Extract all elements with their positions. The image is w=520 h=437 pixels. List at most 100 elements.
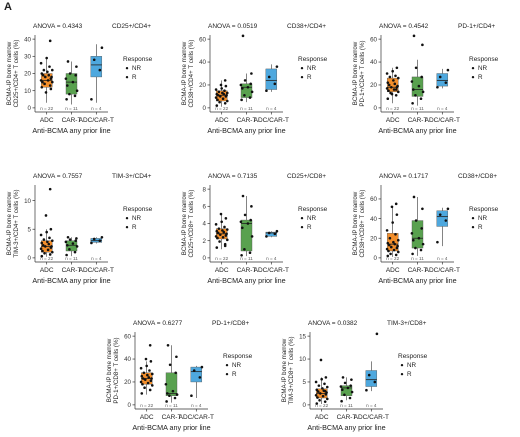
y-tick-label: 20	[24, 71, 31, 78]
x-tick-label: ADC/CAR-T	[79, 117, 114, 124]
legend-marker	[300, 75, 304, 79]
data-point	[392, 79, 395, 82]
x-tick-label: ADC/CAR-T	[179, 414, 214, 421]
y-tick-label: 0	[128, 402, 132, 409]
data-point	[68, 92, 71, 96]
x-tick-label: ADC	[315, 414, 329, 421]
legend-marker	[300, 225, 304, 229]
data-point	[215, 92, 219, 96]
anova-label: ANOVA = 0.0382	[308, 320, 358, 327]
data-point	[92, 58, 96, 62]
data-point	[396, 244, 399, 248]
data-point	[217, 227, 221, 230]
data-point	[98, 68, 102, 72]
n-label: n = 4	[266, 106, 277, 111]
x-tick-label: ADC/CAR-T	[254, 117, 289, 124]
n-label: n = 11	[240, 256, 253, 261]
data-point	[246, 85, 250, 89]
data-point	[444, 219, 448, 222]
data-point	[68, 72, 72, 75]
data-point	[410, 80, 414, 83]
anova-label: ANOVA = 0.4542	[379, 23, 429, 30]
x-tick-label: ADC	[140, 414, 154, 421]
data-point	[318, 398, 321, 402]
y-tick-label: 5	[303, 379, 307, 386]
data-point	[74, 73, 77, 77]
data-point	[149, 379, 153, 383]
data-point	[43, 245, 47, 248]
data-point	[173, 396, 177, 400]
y-axis-label-line: PD-1+/CD8+ T cells (%)	[113, 337, 120, 403]
data-point	[250, 72, 253, 75]
data-point	[166, 343, 170, 347]
data-point	[43, 75, 47, 79]
data-point	[225, 238, 229, 242]
legend-title: Response	[123, 56, 153, 63]
data-point	[50, 250, 54, 254]
data-point	[48, 39, 52, 43]
y-tick-label: 0	[28, 255, 32, 262]
data-point	[39, 233, 43, 237]
data-point	[220, 87, 223, 90]
data-point	[321, 387, 324, 390]
data-point	[75, 65, 78, 68]
data-point	[411, 101, 414, 105]
box	[265, 68, 278, 90]
n-label: n = 22	[215, 256, 228, 261]
data-point	[39, 79, 43, 82]
data-point	[50, 80, 54, 84]
data-point	[417, 236, 421, 240]
data-point	[215, 104, 219, 107]
x-tick-label: CAR-T	[237, 117, 257, 124]
y-tick-label: 15	[299, 333, 306, 340]
x-axis-label: Anti-BCMA any prior line	[207, 126, 285, 135]
data-point	[249, 82, 252, 86]
y-tick-label: 60	[199, 36, 206, 43]
x-tick-label: ADC/CAR-T	[354, 414, 389, 421]
data-point	[43, 251, 46, 255]
data-point	[90, 97, 93, 101]
legend-item: NR	[478, 65, 488, 72]
subplot: ANOVA = 0.0382 TIM-3+/CD8+ 0 5 10 15 BCMA-IP b…	[281, 320, 428, 432]
data-point	[250, 205, 253, 208]
x-tick-label: CAR-T	[237, 267, 257, 274]
data-point	[390, 205, 394, 209]
data-point	[145, 364, 148, 368]
legend-item: R	[478, 224, 483, 231]
data-point	[316, 390, 320, 393]
data-point	[323, 382, 326, 386]
box	[411, 220, 424, 249]
y-tick-label: 5	[28, 226, 32, 233]
data-point	[44, 214, 48, 217]
n-label: n = 22	[140, 403, 153, 408]
data-point	[323, 389, 327, 393]
data-point	[225, 93, 228, 97]
data-point	[323, 400, 327, 403]
data-point	[389, 252, 392, 256]
data-point	[39, 247, 43, 251]
data-point	[216, 231, 220, 235]
y-axis-label: BCMA-IP bone marrowCD38+/CD8+ T cells (%…	[352, 190, 366, 258]
data-point	[319, 358, 323, 362]
data-point	[217, 90, 221, 94]
data-point	[414, 219, 418, 222]
y-axis-label-line: TIM-3+/CD4+ T cells (%)	[13, 189, 20, 257]
data-point	[221, 235, 225, 239]
data-point	[225, 91, 229, 95]
data-point	[48, 84, 52, 87]
box	[265, 231, 278, 237]
data-point	[436, 240, 439, 244]
data-point	[240, 253, 243, 257]
y-axis-label: BCMA-IP bone marrowCD25+/CD8+ T cells (%…	[181, 190, 195, 258]
data-point	[389, 85, 393, 89]
data-point	[48, 187, 52, 191]
n-label: n = 22	[40, 256, 53, 261]
data-point	[175, 355, 178, 359]
data-point	[50, 68, 54, 72]
subplot-title: CD38+/CD8+	[458, 173, 497, 180]
data-point	[248, 96, 252, 99]
subplot-title: CD25+/CD4+	[112, 23, 151, 30]
subplot: ANOVA = 0.4343 CD25+/CD4+ 0 10 20 30 40 BCMA-IP…	[6, 23, 153, 135]
data-point	[40, 254, 44, 258]
data-point	[44, 91, 48, 94]
